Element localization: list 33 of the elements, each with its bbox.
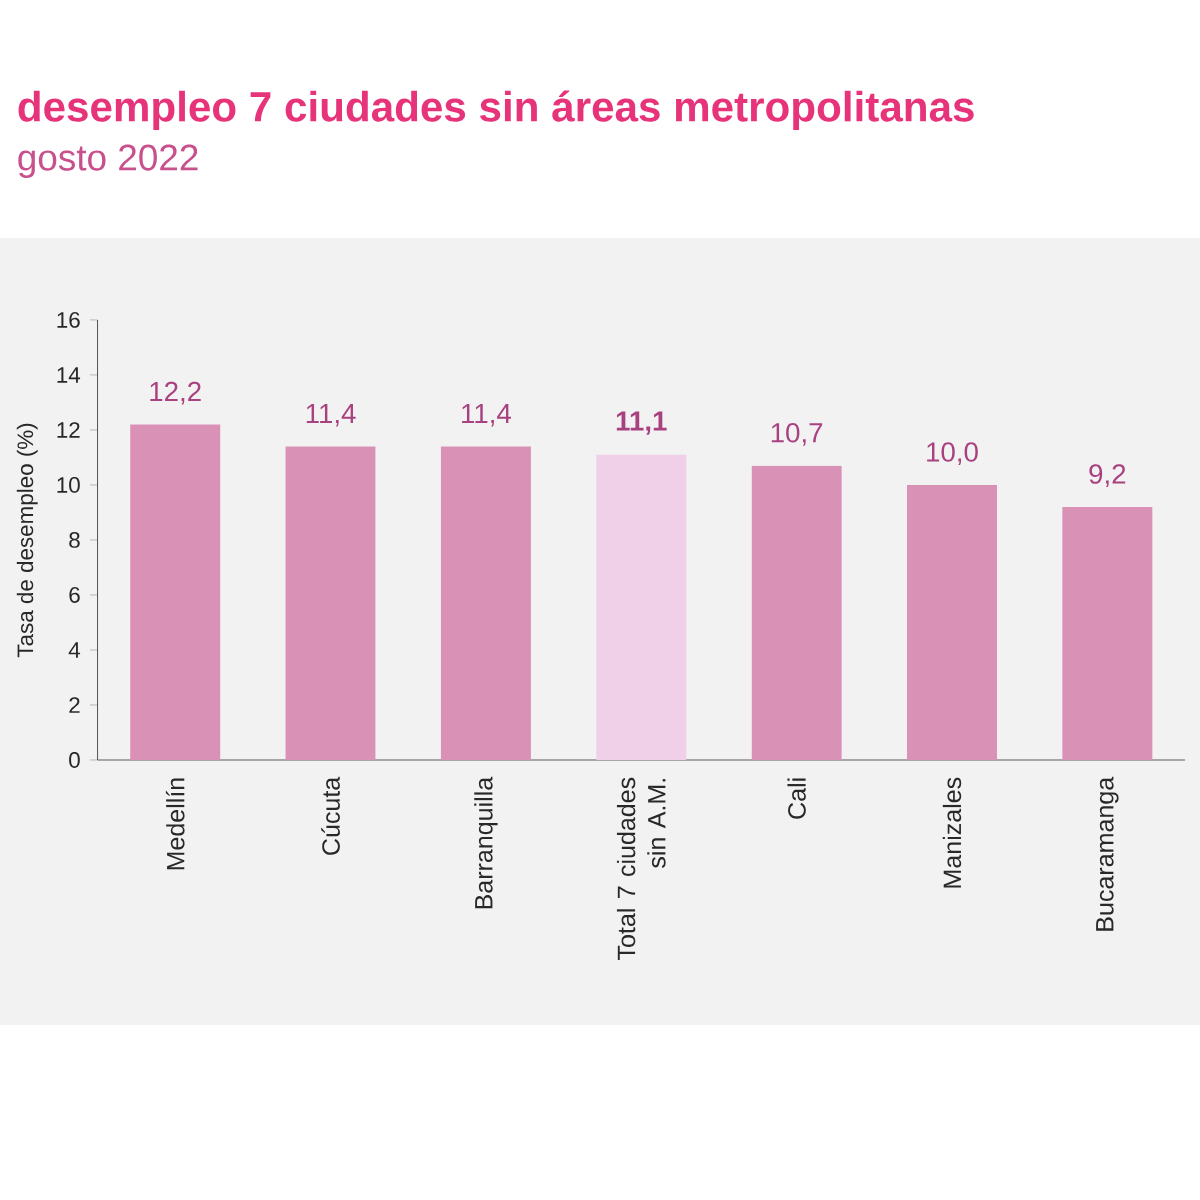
x-tick-label: Cúcuta <box>321 776 340 855</box>
y-tick-label: 16 <box>57 312 80 328</box>
y-axis-title: Tasa de desempleo (%) <box>16 423 38 658</box>
y-tick-label: 14 <box>57 367 81 383</box>
data-label: 10,7 <box>771 423 823 446</box>
y-tick-label: 6 <box>69 587 80 603</box>
bar <box>285 446 376 760</box>
x-tick-label: Total 7 ciudades sin A.M. <box>616 777 666 960</box>
x-tick-label: Manizales <box>942 777 962 888</box>
bar <box>1062 506 1153 760</box>
y-tick-label: 2 <box>69 697 80 713</box>
y-tick-label: 10 <box>57 477 80 493</box>
x-tick-label: Cali <box>787 778 806 819</box>
data-label: 12,2 <box>150 381 201 405</box>
y-tick-label: 4 <box>68 642 81 658</box>
bar <box>751 465 842 760</box>
x-tick-label: Barranquilla <box>474 776 498 909</box>
chart-title: desempleo 7 ciudades sin áreas metropolitanas <box>18 90 974 131</box>
x-tick-label: Medellín <box>165 778 185 870</box>
bar <box>130 424 221 760</box>
data-label: 9,2 <box>1089 464 1126 488</box>
y-tick-label: 8 <box>69 532 80 548</box>
data-label: 10,0 <box>927 442 978 466</box>
bar <box>906 484 997 760</box>
bar <box>440 446 531 760</box>
bar <box>596 454 687 760</box>
chart-subtitle: gosto 2022 <box>18 144 198 178</box>
y-tick-label: 12 <box>57 422 80 438</box>
data-label: 11,4 <box>462 404 511 427</box>
data-label: 11,4 <box>306 404 356 427</box>
y-tick-label: 0 <box>69 752 80 768</box>
x-tick-label: Bucaramanga <box>1096 776 1119 931</box>
data-label: 11,1 <box>616 411 667 435</box>
